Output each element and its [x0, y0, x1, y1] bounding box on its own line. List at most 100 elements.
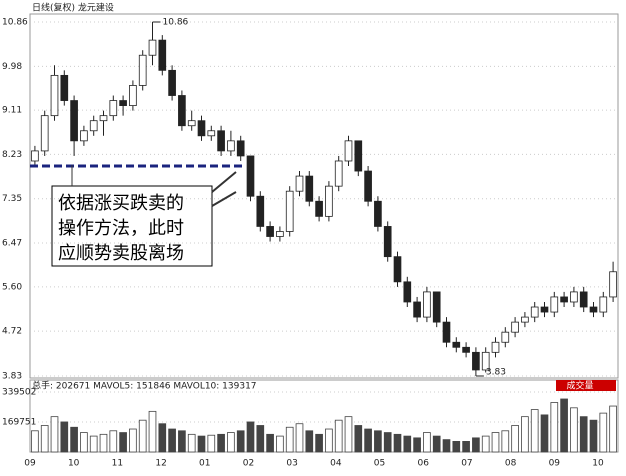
candle-body	[158, 39, 167, 71]
callout-arrow	[211, 171, 237, 193]
volume-bar	[452, 440, 461, 453]
volume-bar	[217, 433, 225, 453]
y-tick-label: 6.47	[2, 239, 22, 249]
x-tick-label: 09	[549, 459, 561, 469]
candle-body	[423, 291, 431, 318]
volume-bar	[70, 426, 78, 453]
candle-body	[599, 296, 608, 313]
y-tick-label: 3.83	[2, 372, 22, 382]
y-tick-label: 9.98	[2, 62, 22, 72]
chart-title: 日线(复权) 龙元建设	[32, 2, 114, 14]
candle-body	[305, 175, 314, 202]
volume-bar	[256, 425, 265, 453]
volume-bar	[99, 433, 108, 453]
callout-text: 依据涨买跌卖的	[58, 193, 184, 214]
volume-bar	[148, 410, 157, 453]
volume-frame	[29, 379, 619, 453]
volume-bar	[325, 428, 333, 453]
volume-bar	[472, 437, 480, 453]
x-tick-label: 11	[112, 459, 123, 469]
candle-body	[570, 291, 578, 303]
candle-body	[256, 195, 265, 227]
candle-body	[266, 226, 274, 237]
volume-bar	[481, 435, 490, 453]
volume-bar	[609, 405, 617, 453]
candle-body	[374, 200, 382, 227]
x-tick-label: 10	[592, 459, 604, 469]
candle-body	[119, 100, 127, 106]
volume-bar	[530, 409, 539, 453]
x-tick-label: 07	[461, 459, 472, 469]
callout-text: 操作方法，此时	[58, 218, 184, 239]
candle-body	[579, 291, 588, 308]
candle-body	[60, 74, 69, 101]
volume-bar	[423, 432, 431, 453]
volume-title-box	[556, 380, 616, 391]
volume-title: 成交量	[566, 380, 593, 392]
volume-legend: 总手: 202671 MAVOL5: 151846 MAVOL10: 13931…	[32, 380, 257, 392]
x-tick-label: 08	[505, 459, 517, 469]
x-tick-label: 12	[155, 459, 166, 469]
candle-body	[344, 140, 353, 162]
volume-bar	[227, 432, 235, 453]
candle-body	[178, 95, 186, 127]
candle-body	[609, 271, 617, 298]
candle-body	[521, 316, 529, 323]
candle-body	[383, 226, 392, 258]
y-tick-label: 5.60	[2, 282, 22, 292]
x-tick-label: 01	[199, 459, 210, 469]
candle-body	[129, 85, 137, 106]
candle-body	[295, 175, 304, 192]
x-tick-label: 04	[330, 459, 342, 469]
volume-bar	[432, 435, 441, 453]
candle-body	[589, 306, 598, 313]
volume-bar	[266, 433, 274, 453]
volume-bar	[207, 434, 216, 453]
volume-bar	[31, 430, 39, 453]
candle-body	[481, 351, 490, 371]
candle-body	[138, 54, 147, 86]
candle-body	[511, 321, 519, 333]
volume-bar	[511, 425, 519, 453]
candle-body	[491, 341, 500, 353]
volume-bar	[138, 419, 147, 453]
volume-bar	[295, 423, 304, 453]
volume-bar	[119, 432, 127, 453]
volume-bar	[344, 416, 353, 453]
volume-bar	[570, 407, 578, 453]
candle-body	[315, 200, 323, 217]
candle-body	[246, 155, 255, 197]
candle-body	[560, 296, 568, 303]
x-tick-label: 10	[68, 459, 80, 469]
volume-bar	[187, 433, 196, 453]
volume-bar	[374, 430, 382, 453]
volume-bar	[178, 430, 186, 453]
y-tick-label: 10.86	[2, 18, 28, 28]
x-tick-label: 03	[286, 459, 297, 469]
volume-bar	[579, 416, 588, 453]
volume-bar	[364, 428, 372, 453]
volume-bar	[60, 421, 69, 453]
candle-body	[217, 130, 225, 152]
candle-body	[472, 351, 480, 371]
volume-bar	[491, 432, 500, 453]
volume-bar	[413, 437, 421, 453]
volume-bar	[521, 416, 529, 453]
candle-body	[285, 190, 294, 232]
vol-tick-label: 339502	[2, 388, 36, 398]
volume-bar	[383, 432, 392, 453]
volume-bar	[334, 419, 343, 453]
x-tick-label: 06	[418, 459, 430, 469]
volume-bar	[442, 439, 451, 453]
candle-body	[70, 100, 78, 142]
volume-bar	[315, 433, 323, 453]
candle-body	[227, 140, 235, 152]
candle-body	[99, 115, 108, 122]
y-tick-label: 7.35	[2, 194, 22, 204]
candle-body	[168, 69, 176, 96]
volume-bar	[129, 428, 137, 453]
candle-body	[31, 150, 39, 162]
candle-body	[501, 331, 510, 343]
volume-bar	[276, 435, 284, 453]
candle-body	[109, 100, 118, 117]
